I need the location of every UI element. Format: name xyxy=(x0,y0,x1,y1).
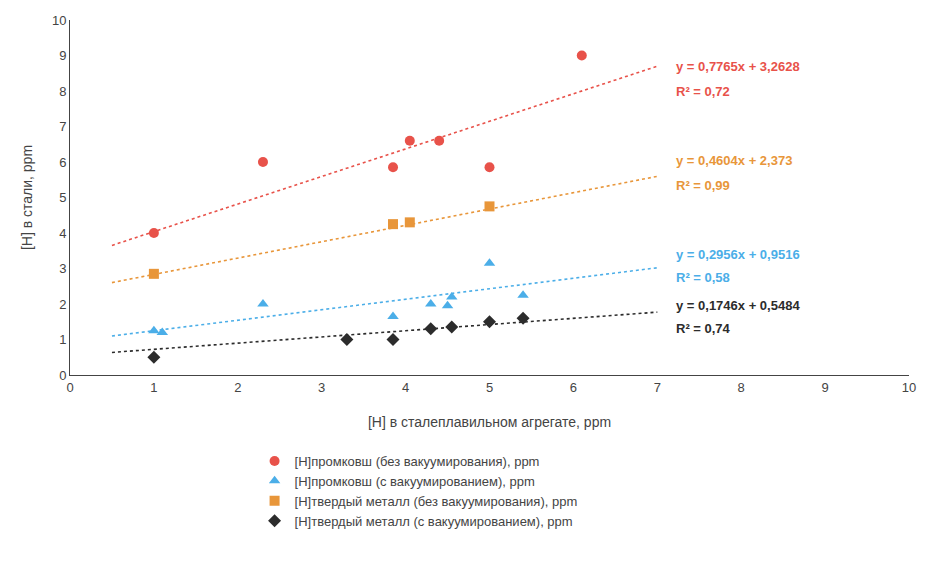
svg-text:R² = 0,58: R² = 0,58 xyxy=(676,270,730,285)
svg-text:4: 4 xyxy=(59,226,66,241)
svg-text:[H] в сталеплавильном агрегате: [H] в сталеплавильном агрегате, ppm xyxy=(368,414,611,430)
svg-text:[H] в стали, ppm: [H] в стали, ppm xyxy=(19,145,35,250)
svg-text:[H]промковш (с вакуумированием: [H]промковш (с вакуумированием), ppm xyxy=(295,474,535,489)
svg-text:R² = 0,72: R² = 0,72 xyxy=(676,84,730,99)
svg-text:8: 8 xyxy=(59,84,66,99)
svg-text:5: 5 xyxy=(59,190,66,205)
svg-text:0: 0 xyxy=(66,380,73,395)
svg-text:10: 10 xyxy=(902,380,916,395)
svg-text:y = 0,2956x + 0,9516: y = 0,2956x + 0,9516 xyxy=(676,247,800,262)
svg-text:y = 0,7765x + 3,2628: y = 0,7765x + 3,2628 xyxy=(676,59,800,74)
svg-text:R² = 0,74: R² = 0,74 xyxy=(676,321,731,336)
svg-text:2: 2 xyxy=(234,380,241,395)
svg-text:9: 9 xyxy=(821,380,828,395)
svg-text:3: 3 xyxy=(318,380,325,395)
svg-text:2: 2 xyxy=(59,297,66,312)
svg-text:6: 6 xyxy=(570,380,577,395)
svg-text:[H]твердый металл (без вакууми: [H]твердый металл (без вакуумирования), … xyxy=(295,494,578,509)
svg-text:6: 6 xyxy=(59,155,66,170)
svg-text:[H]твердый металл (с вакуумиро: [H]твердый металл (с вакуумированием), p… xyxy=(295,514,573,529)
svg-text:y = 0,4604x + 2,373: y = 0,4604x + 2,373 xyxy=(676,153,792,168)
svg-text:1: 1 xyxy=(59,332,66,347)
svg-text:10: 10 xyxy=(52,13,66,28)
svg-text:7: 7 xyxy=(59,119,66,134)
svg-text:4: 4 xyxy=(402,380,409,395)
svg-text:[H]промковш (без вакуумировани: [H]промковш (без вакуумирования), ppm xyxy=(295,454,540,469)
svg-text:y = 0,1746x + 0,5484: y = 0,1746x + 0,5484 xyxy=(676,298,800,313)
svg-text:3: 3 xyxy=(59,261,66,276)
svg-text:9: 9 xyxy=(59,48,66,63)
svg-text:R² = 0,99: R² = 0,99 xyxy=(676,178,730,193)
svg-text:7: 7 xyxy=(654,380,661,395)
svg-text:1: 1 xyxy=(150,380,157,395)
svg-text:0: 0 xyxy=(59,368,66,383)
svg-text:5: 5 xyxy=(486,380,493,395)
svg-text:8: 8 xyxy=(738,380,745,395)
